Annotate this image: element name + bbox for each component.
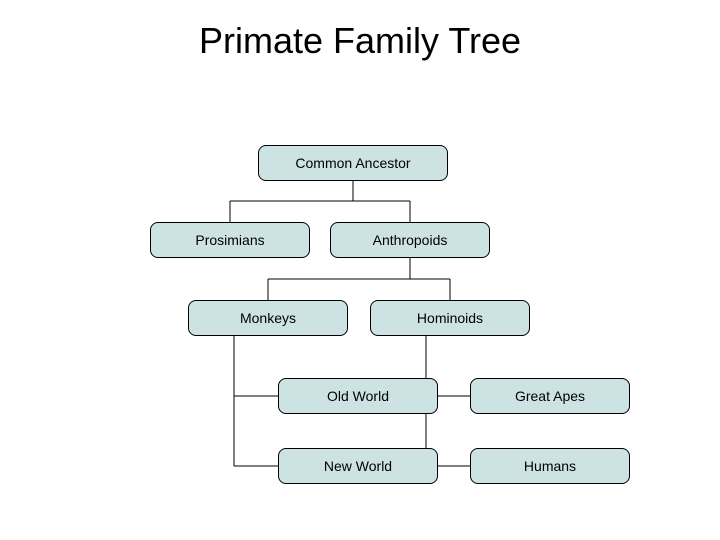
node-label: Old World xyxy=(327,388,389,404)
node-label: Hominoids xyxy=(417,310,483,326)
node-humans: Humans xyxy=(470,448,630,484)
node-old-world: Old World xyxy=(278,378,438,414)
node-label: Monkeys xyxy=(240,310,296,326)
node-monkeys: Monkeys xyxy=(188,300,348,336)
node-label: New World xyxy=(324,458,392,474)
node-hominoids: Hominoids xyxy=(370,300,530,336)
node-label: Anthropoids xyxy=(373,232,448,248)
node-label: Great Apes xyxy=(515,388,585,404)
node-common-ancestor: Common Ancestor xyxy=(258,145,448,181)
node-label: Humans xyxy=(524,458,576,474)
node-new-world: New World xyxy=(278,448,438,484)
page-title: Primate Family Tree xyxy=(0,20,720,62)
node-label: Prosimians xyxy=(195,232,264,248)
node-label: Common Ancestor xyxy=(295,155,410,171)
node-prosimians: Prosimians xyxy=(150,222,310,258)
node-anthropoids: Anthropoids xyxy=(330,222,490,258)
node-great-apes: Great Apes xyxy=(470,378,630,414)
